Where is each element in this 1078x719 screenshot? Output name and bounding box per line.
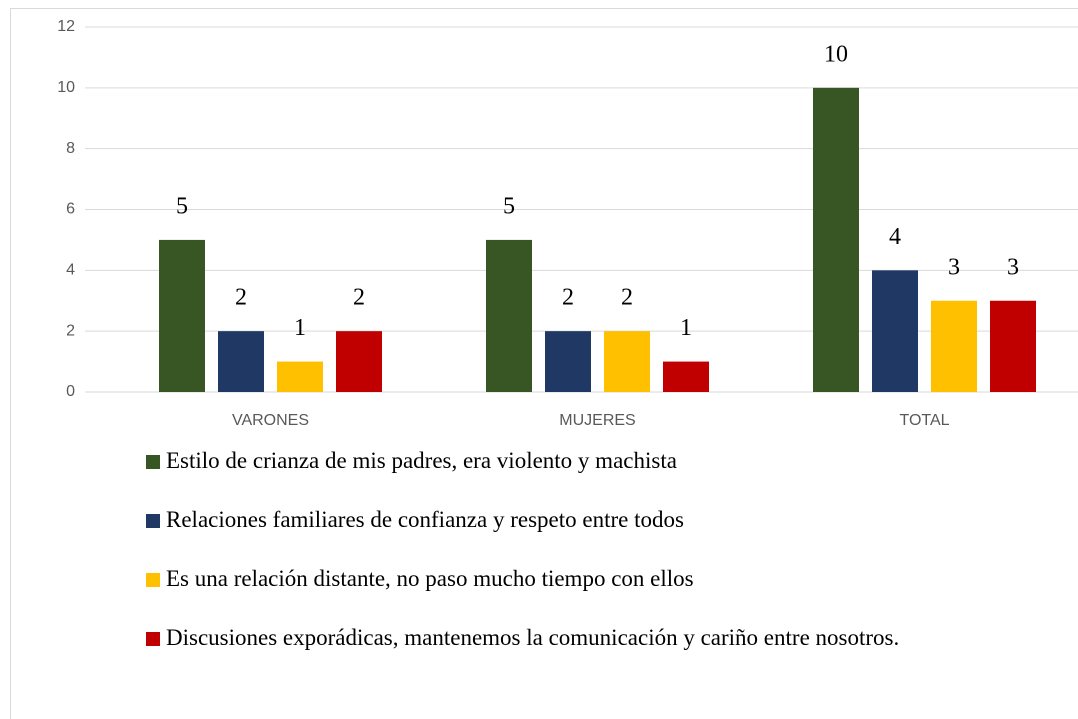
bar [872, 270, 918, 392]
value-label: 2 [562, 285, 574, 311]
bar [336, 331, 382, 392]
y-tick-label: 12 [57, 18, 75, 35]
x-tick-label: MUJERES [559, 412, 635, 429]
x-tick-label: VARONES [232, 412, 309, 429]
legend-label: Es una relación distante, no paso mucho … [166, 566, 694, 591]
value-label: 4 [889, 224, 901, 250]
value-label: 1 [294, 315, 306, 341]
value-label: 3 [948, 254, 960, 280]
legend-swatch [146, 632, 160, 646]
chart-frame [10, 8, 1078, 719]
legend-item: Es una relación distante, no paso mucho … [146, 564, 1026, 594]
value-label: 2 [235, 285, 247, 311]
bar [604, 331, 650, 392]
y-tick-label: 2 [66, 322, 75, 339]
bar [931, 300, 977, 392]
y-tick-label: 4 [66, 262, 75, 279]
y-tick-label: 8 [66, 140, 75, 157]
value-label: 5 [176, 193, 188, 219]
bar [159, 239, 205, 392]
value-label: 1 [680, 315, 692, 341]
bar [663, 361, 709, 392]
legend-swatch [146, 573, 160, 587]
legend: Estilo de crianza de mis padres, era vio… [146, 446, 1026, 682]
legend-label: Relaciones familiares de confianza y res… [166, 507, 684, 532]
y-tick-label: 0 [66, 383, 75, 400]
value-label: 3 [1007, 254, 1019, 280]
legend-swatch [146, 455, 160, 469]
legend-item: Estilo de crianza de mis padres, era vio… [146, 446, 1026, 476]
value-label: 5 [503, 193, 515, 219]
bar [277, 361, 323, 392]
value-label: 2 [353, 285, 365, 311]
legend-label: Discusiones exporádicas, mantenemos la c… [166, 625, 900, 650]
y-tick-label: 6 [66, 201, 75, 218]
bar [545, 331, 591, 392]
bar [486, 239, 532, 392]
value-label: 2 [621, 285, 633, 311]
y-tick-label: 10 [57, 79, 75, 96]
legend-item: Relaciones familiares de confianza y res… [146, 505, 1026, 535]
value-label: 10 [824, 41, 848, 67]
legend-swatch [146, 514, 160, 528]
bar [813, 87, 859, 392]
legend-label: Estilo de crianza de mis padres, era vio… [166, 448, 677, 473]
bar [990, 300, 1036, 392]
legend-item: Discusiones exporádicas, mantenemos la c… [146, 623, 1026, 653]
bar [218, 331, 264, 392]
x-tick-label: TOTAL [899, 412, 949, 429]
